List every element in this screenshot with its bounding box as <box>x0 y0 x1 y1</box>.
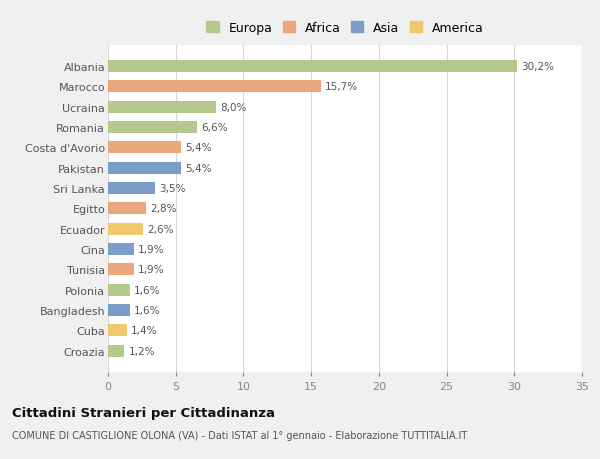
Text: 2,6%: 2,6% <box>147 224 174 234</box>
Bar <box>108 122 197 134</box>
Bar <box>108 284 130 296</box>
Legend: Europa, Africa, Asia, America: Europa, Africa, Asia, America <box>203 20 487 38</box>
Text: 1,9%: 1,9% <box>138 245 164 254</box>
Bar <box>108 263 134 276</box>
Bar <box>108 304 130 316</box>
Text: 2,8%: 2,8% <box>150 204 176 214</box>
Bar <box>108 325 127 337</box>
Bar <box>108 162 181 174</box>
Text: 5,4%: 5,4% <box>185 143 212 153</box>
Bar <box>108 223 143 235</box>
Bar <box>108 81 320 93</box>
Bar <box>108 183 155 195</box>
Text: COMUNE DI CASTIGLIONE OLONA (VA) - Dati ISTAT al 1° gennaio - Elaborazione TUTTI: COMUNE DI CASTIGLIONE OLONA (VA) - Dati … <box>12 431 467 441</box>
Text: 1,2%: 1,2% <box>128 346 155 356</box>
Text: 5,4%: 5,4% <box>185 163 212 173</box>
Text: 1,6%: 1,6% <box>134 305 160 315</box>
Bar <box>108 142 181 154</box>
Bar <box>108 243 134 256</box>
Text: 8,0%: 8,0% <box>220 102 247 112</box>
Text: 6,6%: 6,6% <box>202 123 228 133</box>
Text: 30,2%: 30,2% <box>521 62 554 72</box>
Text: 1,6%: 1,6% <box>134 285 160 295</box>
Text: 1,4%: 1,4% <box>131 325 158 336</box>
Text: 15,7%: 15,7% <box>325 82 358 92</box>
Text: Cittadini Stranieri per Cittadinanza: Cittadini Stranieri per Cittadinanza <box>12 406 275 419</box>
Bar <box>108 203 146 215</box>
Text: 3,5%: 3,5% <box>160 184 186 194</box>
Bar <box>108 101 217 113</box>
Text: 1,9%: 1,9% <box>138 265 164 274</box>
Bar <box>108 61 517 73</box>
Bar <box>108 345 124 357</box>
